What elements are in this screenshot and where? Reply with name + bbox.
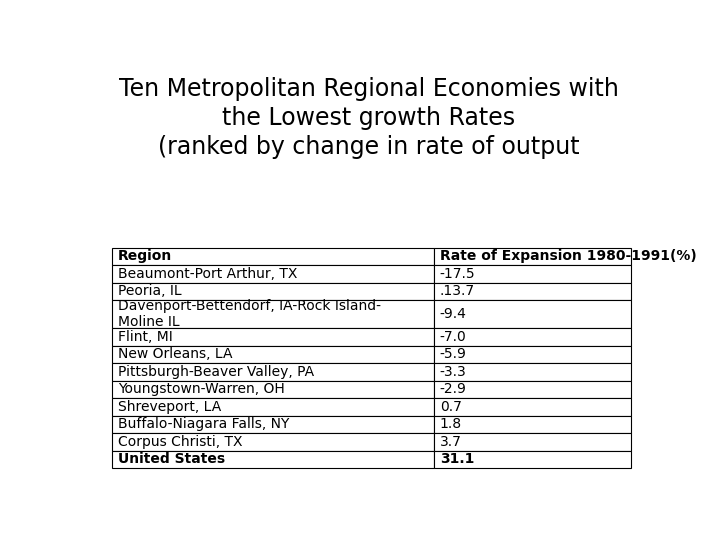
Text: New Orleans, LA: New Orleans, LA <box>118 347 233 361</box>
Text: -17.5: -17.5 <box>440 267 475 281</box>
Text: Davenport-Bettendorf, IA-Rock Island-
Moline IL: Davenport-Bettendorf, IA-Rock Island- Mo… <box>118 299 381 329</box>
Bar <box>112 248 434 265</box>
Text: Pittsburgh-Beaver Valley, PA: Pittsburgh-Beaver Valley, PA <box>118 365 314 379</box>
Text: Ten Metropolitan Regional Economies with
the Lowest growth Rates
(ranked by chan: Ten Metropolitan Regional Economies with… <box>119 77 619 159</box>
Bar <box>112 398 434 416</box>
Text: 3.7: 3.7 <box>440 435 462 449</box>
Text: .13.7: .13.7 <box>440 285 474 299</box>
Text: 0.7: 0.7 <box>440 400 462 414</box>
Bar <box>434 433 631 451</box>
Bar <box>434 300 631 328</box>
Bar <box>434 265 631 283</box>
Text: Peoria, IL: Peoria, IL <box>118 285 181 299</box>
Bar <box>112 416 434 433</box>
Text: -3.3: -3.3 <box>440 365 467 379</box>
Text: 1.8: 1.8 <box>440 417 462 431</box>
Text: Region: Region <box>118 249 172 264</box>
Bar <box>434 248 631 265</box>
Text: Shreveport, LA: Shreveport, LA <box>118 400 221 414</box>
Text: 31.1: 31.1 <box>440 453 474 467</box>
Bar <box>112 433 434 451</box>
Bar <box>112 328 434 346</box>
Text: Beaumont-Port Arthur, TX: Beaumont-Port Arthur, TX <box>118 267 297 281</box>
Bar <box>434 381 631 398</box>
Text: -9.4: -9.4 <box>440 307 467 321</box>
Bar <box>112 381 434 398</box>
Bar <box>112 363 434 381</box>
Bar <box>434 398 631 416</box>
Text: Rate of Expansion 1980-1991(%): Rate of Expansion 1980-1991(%) <box>440 249 696 264</box>
Bar <box>112 300 434 328</box>
Text: United States: United States <box>118 453 225 467</box>
Text: -5.9: -5.9 <box>440 347 467 361</box>
Bar <box>434 451 631 468</box>
Bar <box>434 283 631 300</box>
Text: Corpus Christi, TX: Corpus Christi, TX <box>118 435 243 449</box>
Bar <box>434 363 631 381</box>
Bar <box>434 328 631 346</box>
Bar <box>112 265 434 283</box>
Bar <box>434 416 631 433</box>
Bar <box>112 451 434 468</box>
Bar <box>434 346 631 363</box>
Text: -2.9: -2.9 <box>440 382 467 396</box>
Text: Flint, MI: Flint, MI <box>118 330 173 344</box>
Text: Buffalo-Niagara Falls, NY: Buffalo-Niagara Falls, NY <box>118 417 289 431</box>
Text: -7.0: -7.0 <box>440 330 467 344</box>
Bar <box>112 346 434 363</box>
Bar <box>112 283 434 300</box>
Text: Youngstown-Warren, OH: Youngstown-Warren, OH <box>118 382 284 396</box>
